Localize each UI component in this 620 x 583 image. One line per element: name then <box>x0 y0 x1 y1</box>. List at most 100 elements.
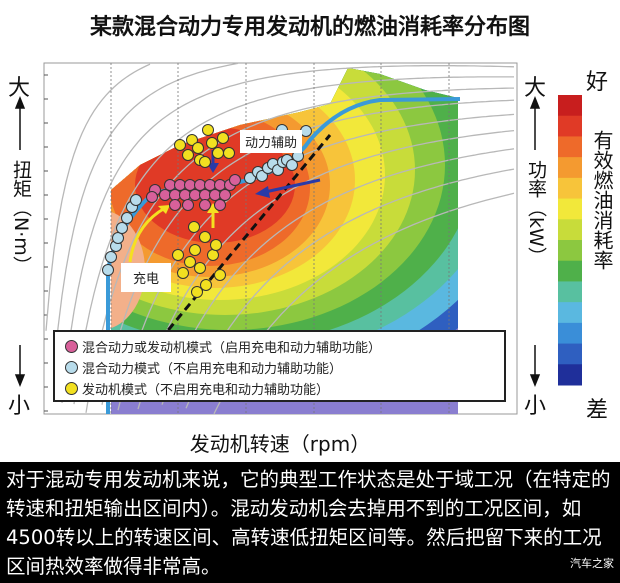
hybrid-mode-point <box>112 232 124 244</box>
colorbar <box>558 95 582 386</box>
engine-mode-point <box>212 147 224 159</box>
engine-mode-point <box>172 249 184 261</box>
hybrid-or-engine-point <box>204 179 216 191</box>
engine-mode-point <box>207 249 219 261</box>
torque-axis-label: 扭矩（N·m） <box>10 160 32 275</box>
colorbar-segment <box>558 322 582 345</box>
legend-item: 发动机模式（不启用充电和动力辅助功能） <box>65 378 504 399</box>
colorbar-segment <box>558 219 582 241</box>
colorbar-segment <box>558 115 582 137</box>
efficiency-map <box>14 62 582 415</box>
hybrid-mode-point <box>130 194 142 206</box>
engine-mode-point <box>174 139 186 151</box>
optimal-line <box>158 134 332 341</box>
engine-mode-point <box>210 239 222 251</box>
colorbar-good-label: 好 <box>586 70 609 95</box>
power-axis-label: 功率（kW） <box>525 160 547 266</box>
iso-power-line <box>61 65 515 403</box>
caption: 对于混动专用发动机来说，它的典型工作状态是处于域工况（在特定的转速和扭矩输出区间… <box>0 462 620 583</box>
hybrid-or-engine-point <box>199 189 211 201</box>
engine-mode-point <box>191 286 203 298</box>
legend-item: 混合动力模式（不启用充电和动力辅助功能） <box>65 357 504 378</box>
iso-power-line <box>45 63 151 331</box>
hybrid-or-engine-point <box>199 199 211 211</box>
axis-ticks <box>44 74 48 412</box>
torque-low-label: 小 <box>8 394 31 419</box>
hybrid-or-engine-point <box>174 179 186 191</box>
engine-mode-point <box>217 132 229 144</box>
hybrid-or-engine-point <box>214 179 226 191</box>
colorbar-segment <box>558 343 582 365</box>
lightblue-dot-icon <box>65 361 78 374</box>
colorbar-bad-label: 差 <box>586 398 609 423</box>
legend-label: 混合动力模式（不启用充电和动力辅助功能） <box>82 362 343 377</box>
legend-label: 混合动力或发动机模式（启用充电和动力辅助功能） <box>82 341 382 356</box>
assist-arrow-head <box>255 186 270 198</box>
colorbar-segment <box>558 136 582 158</box>
hybrid-or-engine-point <box>214 199 226 211</box>
engine-mode-point <box>188 221 200 233</box>
hybrid-or-engine-point <box>169 199 181 211</box>
hybrid-or-engine-point <box>179 189 191 201</box>
axis-arrows <box>14 95 541 388</box>
engine-mode-point <box>214 269 226 281</box>
hybrid-mode-point <box>102 264 114 276</box>
hybrid-or-engine-point <box>164 179 176 191</box>
hybrid-or-engine-point <box>219 189 231 201</box>
power-low-label: 小 <box>524 394 547 419</box>
operating-points <box>102 124 312 298</box>
colorbar-segment <box>558 157 582 179</box>
hybrid-mode-point <box>286 159 298 171</box>
colorbar-label: 有效燃油消耗率 <box>590 130 614 270</box>
iso-power-line <box>185 168 515 409</box>
engine-mode-point <box>177 267 189 279</box>
yellow-dot-icon <box>65 382 78 395</box>
colorbar-segment <box>558 177 582 200</box>
assist-arrow <box>264 178 321 194</box>
engine-mode-point <box>194 262 206 274</box>
iso-power-line <box>53 63 239 368</box>
hybrid-or-engine-point <box>159 189 171 201</box>
engine-mode-point <box>199 231 211 243</box>
iso-power-line <box>117 113 515 411</box>
power-high-label: 大 <box>524 76 547 101</box>
hybrid-mode-point <box>121 212 133 224</box>
legend-item: 混合动力或发动机模式（启用充电和动力辅助功能） <box>65 336 504 357</box>
caption-text: 对于混动专用发动机来说，它的典型工作状态是处于域工况（在特定的转速和扭矩输出区间… <box>6 468 611 578</box>
hybrid-or-engine-point <box>169 189 181 201</box>
hybrid-mode-point <box>116 222 128 234</box>
hybrid-or-engine-point <box>209 189 221 201</box>
engine-mode-point <box>206 137 218 149</box>
torque-high-label: 大 <box>8 76 31 101</box>
pink-dot-icon <box>65 340 78 353</box>
charge-arrow <box>128 206 166 263</box>
hybrid-mode-point <box>244 172 256 184</box>
colorbar-segment <box>558 240 582 262</box>
down-arrow-head <box>207 163 219 173</box>
hybrid-or-engine-point <box>229 174 241 186</box>
hybrid-or-engine-point <box>184 179 196 191</box>
iso-power-line <box>73 76 514 405</box>
hybrid-or-engine-point <box>146 191 158 203</box>
hybrid-or-engine-point <box>194 179 206 191</box>
engine-mode-point <box>200 279 212 291</box>
hybrid-mode-point <box>256 170 268 182</box>
charge-label: 充电 <box>121 263 172 292</box>
colorbar-segment <box>558 364 582 386</box>
iso-power-line <box>161 148 515 405</box>
engine-mode-point <box>223 147 235 159</box>
charge-arrow-head <box>158 205 170 214</box>
watermark: 汽车之家 <box>570 557 614 570</box>
engine-mode-point <box>186 134 198 146</box>
rpm-axis-label: 发动机转速（rpm） <box>189 432 371 456</box>
engine-mode-point <box>192 142 204 154</box>
chart-title: 某款混合动力专用发动机的燃油消耗率分布图 <box>89 15 530 40</box>
up-arrow-head <box>207 203 219 213</box>
engine-mode-point <box>199 156 211 168</box>
hybrid-or-engine-point <box>189 189 201 201</box>
colorbar-segment <box>558 260 582 282</box>
hybrid-or-engine-point <box>182 199 194 211</box>
engine-mode-point <box>182 149 194 161</box>
legend: 混合动力或发动机模式（启用充电和动力辅助功能） 混合动力模式（不启用充电和动力辅… <box>53 330 506 402</box>
